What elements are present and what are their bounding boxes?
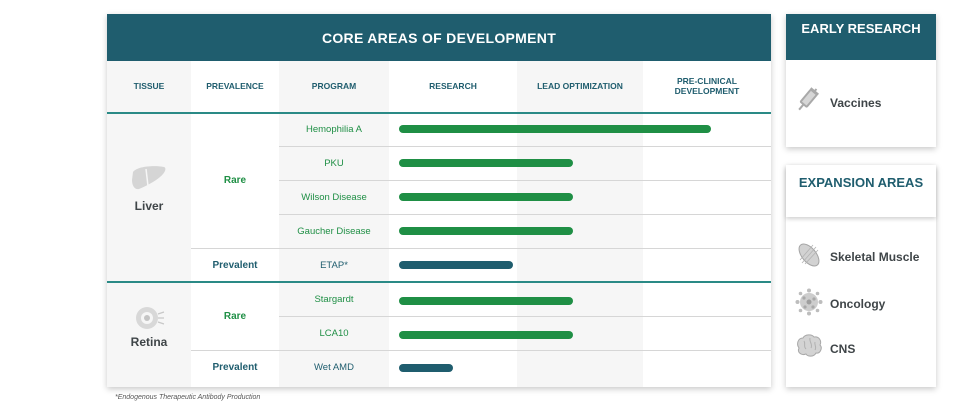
- progress-bar: [399, 364, 453, 372]
- tissue-column-bg: [107, 61, 191, 387]
- liver-icon: [129, 164, 169, 197]
- row-separator: [279, 214, 771, 215]
- progress-bar: [399, 227, 573, 235]
- progress-bar: [399, 261, 513, 269]
- tissue-divider: [107, 281, 771, 283]
- prevalence-liver-prevalent: Prevalent: [212, 260, 258, 271]
- row-separator: [279, 180, 771, 181]
- early-research-panel: EARLY RESEARCH Vaccines: [786, 14, 936, 147]
- tissue-liver: Liver: [134, 199, 164, 213]
- muscle-icon: [794, 241, 824, 274]
- expansion-areas-panel: EXPANSION AREAS Skeletal Muscle: [786, 165, 936, 387]
- prevalence-column-bg: [191, 61, 279, 387]
- preclinical-column-bg: [643, 61, 771, 387]
- vaccines-item: Vaccines: [794, 86, 882, 116]
- program-label: Wet AMD: [314, 362, 354, 373]
- progress-bar: [399, 193, 573, 201]
- footnote: *Endogenous Therapeutic Antibody Product…: [115, 394, 261, 401]
- skeletal-muscle-label: Skeletal Muscle: [830, 250, 920, 264]
- expansion-areas-title: EXPANSION AREAS: [786, 165, 936, 217]
- progress-bar: [399, 159, 573, 167]
- prevalence-retina-prevalent: Prevalent: [212, 362, 258, 373]
- core-development-panel: CORE AREAS OF DEVELOPMENT TISSUE PREVALE…: [107, 14, 771, 387]
- program-label: PKU: [324, 158, 344, 169]
- column-header-prevalence: PREVALENCE: [206, 81, 264, 92]
- skeletal-muscle-item: Skeletal Muscle: [794, 243, 920, 270]
- column-header-research: RESEARCH: [429, 81, 477, 92]
- row-separator: [279, 146, 771, 147]
- cns-item: CNS: [794, 333, 856, 362]
- prevalence-retina-rare: Rare: [223, 311, 247, 322]
- header-divider: [107, 112, 771, 114]
- row-separator: [191, 350, 771, 351]
- column-header-lead-optimization: LEAD OPTIMIZATION: [537, 81, 623, 92]
- row-separator: [191, 248, 771, 249]
- progress-bar: [399, 331, 573, 339]
- prevalence-liver-rare: Rare: [223, 175, 247, 186]
- program-label: LCA10: [319, 328, 349, 339]
- syringe-icon: [794, 86, 824, 120]
- program-label: Wilson Disease: [301, 192, 367, 203]
- program-label: Hemophilia A: [306, 124, 362, 135]
- progress-bar: [399, 125, 711, 133]
- program-label: Gaucher Disease: [297, 226, 371, 237]
- oncology-item: Oncology: [794, 288, 886, 317]
- oncology-label: Oncology: [830, 297, 886, 311]
- program-label: Stargardt: [314, 294, 354, 305]
- progress-bar: [399, 297, 573, 305]
- column-header-preclinical: PRE-CLINICAL DEVELOPMENT: [674, 76, 740, 96]
- column-header-tissue: TISSUE: [133, 81, 165, 92]
- column-header-program: PROGRAM: [311, 81, 357, 92]
- eye-icon: [133, 305, 165, 336]
- core-development-title: CORE AREAS OF DEVELOPMENT: [107, 14, 771, 61]
- early-research-title: EARLY RESEARCH: [786, 14, 936, 60]
- vaccines-label: Vaccines: [830, 96, 882, 110]
- row-separator: [279, 316, 771, 317]
- cell-icon: [794, 288, 824, 321]
- tissue-retina: Retina: [130, 335, 168, 349]
- program-column-bg: [279, 61, 389, 387]
- brain-icon: [794, 333, 824, 366]
- program-label: ETAP*: [320, 260, 348, 271]
- cns-label: CNS: [830, 342, 856, 356]
